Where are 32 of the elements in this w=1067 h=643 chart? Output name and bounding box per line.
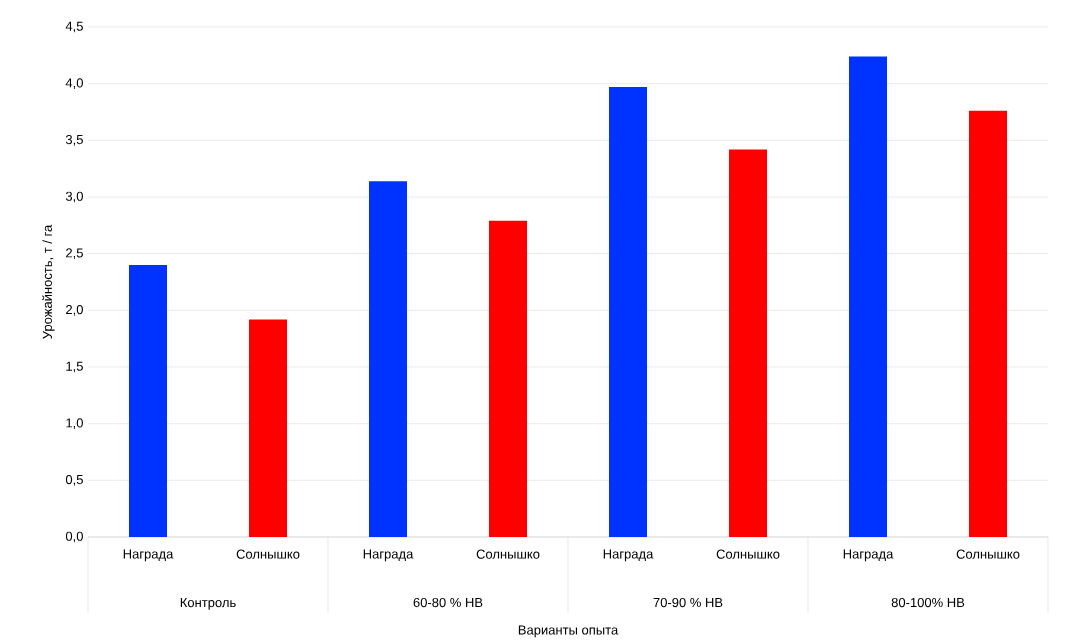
x-axis-title: Варианты опыта [518, 625, 619, 638]
y-tick-label: 1,0 [66, 418, 83, 430]
y-axis-title: Урожайность, т / га [42, 224, 55, 339]
x-tick-label: Награда [843, 549, 894, 562]
bar [249, 319, 287, 537]
bar [129, 265, 167, 537]
bar [729, 149, 768, 537]
text: 80-100% НВ [891, 597, 965, 608]
text: 60-80 % НВ [413, 597, 483, 608]
bar [609, 87, 648, 537]
x-tick-label: Награда [123, 549, 174, 562]
x-tick-label: Солнышко [956, 549, 1020, 559]
text: Контроль [180, 598, 236, 610]
x-tick-label: Солнышко [236, 549, 300, 559]
x-tick-label: Награда [603, 549, 654, 562]
x-tick-label: Солнышко [476, 549, 540, 559]
y-tick-label: 2,0 [66, 304, 83, 316]
y-tick-label: 4,0 [65, 78, 83, 90]
y-tick-label: 4,5 [65, 21, 83, 33]
y-tick-label: 2,5 [66, 248, 83, 260]
x-tick-label: Солнышко [716, 549, 780, 559]
y-tick-label: 1,5 [66, 361, 83, 373]
y-tick-label: 0,0 [65, 531, 83, 543]
y-tick-label: 3,0 [65, 191, 83, 203]
text: 70-90 % НВ [653, 597, 723, 608]
y-tick-label: 3,5 [65, 134, 83, 146]
bar [969, 110, 1008, 537]
bar [849, 56, 888, 537]
bar [489, 220, 527, 537]
bar [369, 181, 407, 537]
x-tick-label: Награда [363, 549, 414, 562]
y-tick-label: 0,5 [65, 474, 83, 486]
